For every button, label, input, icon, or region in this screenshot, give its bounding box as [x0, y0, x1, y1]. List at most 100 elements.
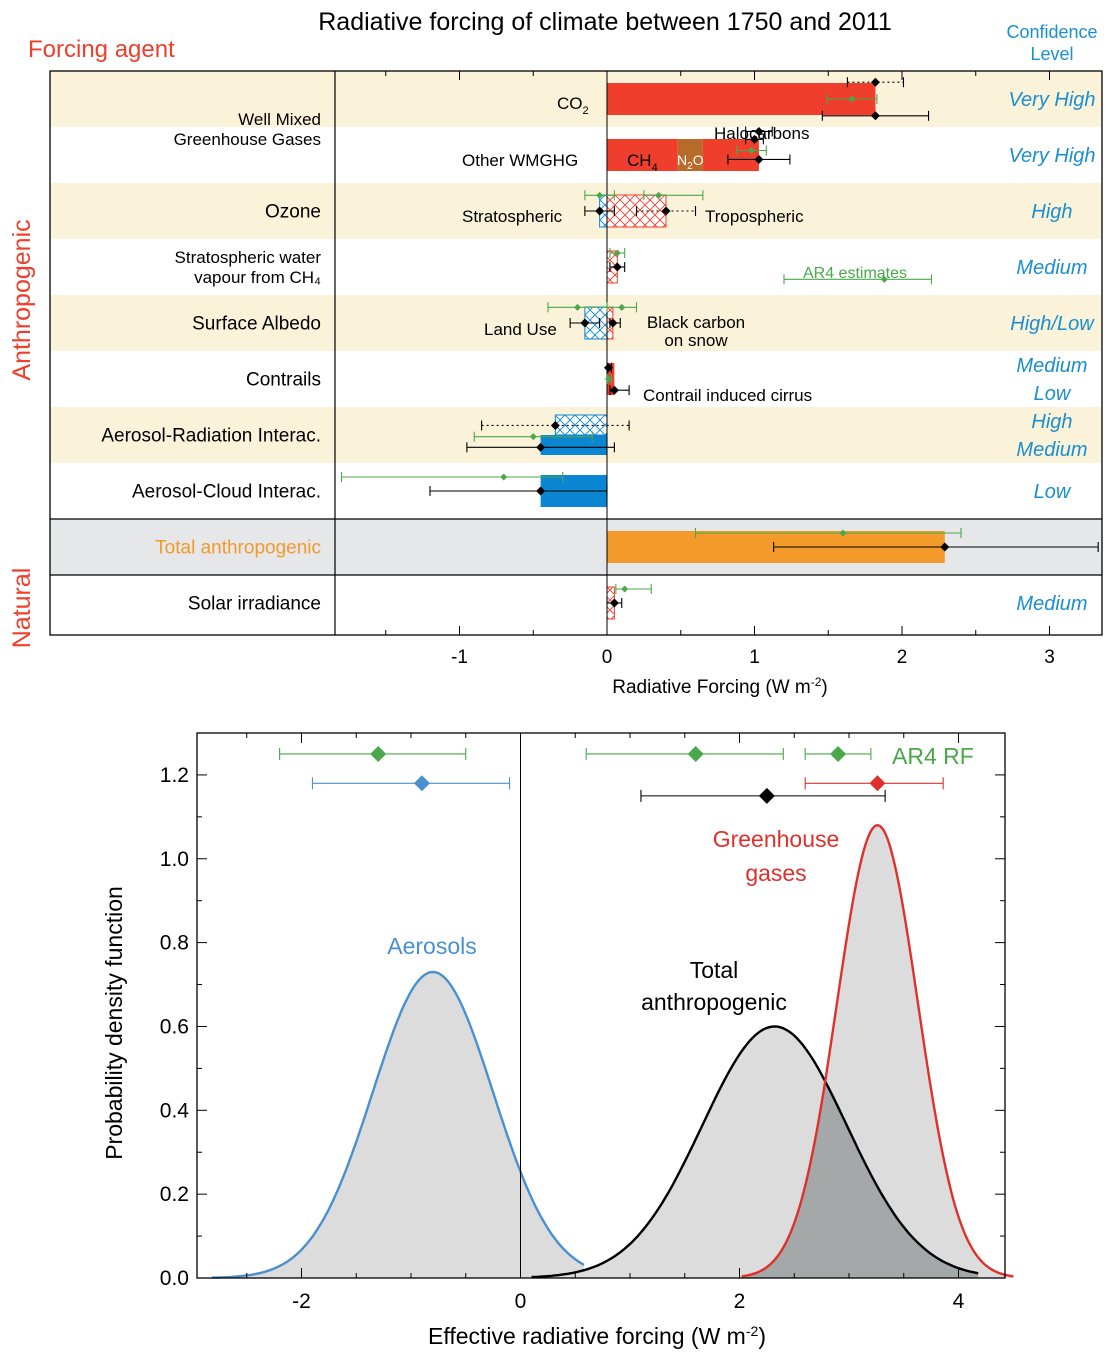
- error-bar-marker: [580, 318, 590, 328]
- row-label: Ozone: [265, 202, 321, 223]
- confidence-label: High: [1031, 201, 1072, 223]
- error-bar-marker: [839, 529, 847, 537]
- error-bar-marker: [621, 585, 629, 593]
- error-bar-marker: [940, 542, 950, 552]
- land-use-label: Land Use: [484, 320, 557, 339]
- natural-group-label: Natural: [8, 568, 36, 649]
- pdf-fills: [211, 825, 1014, 1278]
- confidence-label: Medium: [1016, 439, 1087, 461]
- x-tick-label: 0: [515, 1290, 527, 1313]
- x-tick-label: 3: [1044, 647, 1055, 668]
- y-tick-label: 0.4: [160, 1099, 190, 1122]
- error-bar-marker: [604, 375, 612, 383]
- bottom-frame: [196, 732, 1006, 1279]
- marker-diamond: [413, 775, 430, 792]
- marker-diamond: [687, 745, 704, 762]
- ch4-label: CH4: [627, 151, 658, 174]
- error-bar-marker: [870, 77, 880, 87]
- black-carbon-label-line2: on snow: [664, 331, 728, 350]
- error-bar-marker: [529, 433, 537, 441]
- tropospheric-label: Tropospheric: [705, 207, 804, 226]
- row-band: [50, 239, 1102, 295]
- top-frame: [49, 70, 1103, 636]
- row-band: [50, 71, 1102, 127]
- confidence-label: Very High: [1008, 145, 1095, 167]
- pdf-fill-greenhouse-gases: [741, 825, 1014, 1278]
- y-tick-label: 0.6: [160, 1015, 189, 1038]
- row-label: vapour from CH₄: [194, 268, 321, 287]
- pdf-lines: [211, 823, 1014, 1279]
- y-tick-label: 1.0: [160, 848, 189, 871]
- co2-label: CO2: [557, 94, 589, 117]
- ar4-legend-marker: [880, 275, 888, 283]
- confidence-header-line1: Confidence: [1006, 22, 1097, 42]
- n2o-label: N2O: [677, 152, 704, 172]
- error-bar-marker: [608, 318, 618, 328]
- confidence-header-line2: Level: [1030, 44, 1073, 64]
- ghg-series-label-line1: Greenhouse: [713, 826, 840, 852]
- confidence-label: Medium: [1016, 355, 1087, 377]
- bar-halocarbons: [702, 139, 759, 171]
- pdf-fill-aerosols: [211, 972, 584, 1278]
- error-bars: [340, 77, 1099, 608]
- y-tick-label: 0.2: [160, 1183, 189, 1206]
- confidence-label: Medium: [1016, 257, 1087, 279]
- forcing-bar-chart: Radiative forcing of climate between 175…: [8, 8, 1103, 698]
- top-axes: -1 0 1 2 3: [49, 70, 1103, 668]
- confidence-label: Low: [1034, 383, 1072, 405]
- bottom-axes: -2 0 2 4 0.0 0.2 0.4 0.6 0.8 1.0 1.2: [160, 732, 1006, 1313]
- black-carbon-label-line1: Black carbon: [647, 313, 745, 332]
- error-bar-marker: [536, 442, 546, 452]
- error-bar-marker: [848, 95, 856, 103]
- contrail-cirrus-label: Contrail induced cirrus: [643, 386, 812, 405]
- row-label: Solar irradiance: [188, 594, 321, 615]
- x-tick-label: -2: [292, 1290, 311, 1313]
- stratospheric-label: Stratospheric: [462, 207, 563, 226]
- top-x-axis-label: Radiative Forcing (W m-2): [612, 675, 828, 698]
- confidence-label: Low: [1034, 481, 1072, 503]
- halocarbons-label: Halocarbons: [714, 124, 809, 143]
- x-tick-label: 0: [602, 647, 613, 668]
- error-bar-marker: [750, 134, 759, 144]
- bottom-x-axis-label: Effective radiative forcing (W m-2): [428, 1323, 766, 1349]
- confidence-label: High: [1031, 411, 1072, 433]
- marker-diamond: [758, 787, 775, 804]
- x-tick-label: 1: [749, 647, 760, 668]
- marker-diamond: [370, 745, 387, 762]
- total-series-label-line1: Total: [690, 957, 739, 983]
- ghg-series-label-line2: gases: [745, 860, 806, 886]
- other-wmghg-label: Other WMGHG: [462, 151, 578, 170]
- row-band: [50, 127, 1102, 183]
- ar4-rf-label: AR4 RF: [892, 743, 974, 769]
- confidence-label: Very High: [1008, 89, 1095, 111]
- confidence-labels: Very High Very High High Medium High/Low Medi…: [1008, 89, 1095, 615]
- error-bar-marker: [612, 262, 622, 272]
- aerosols-series-label: Aerosols: [387, 933, 476, 959]
- error-bar-marker: [613, 249, 621, 257]
- total-series-label-line2: anthropogenic: [641, 989, 787, 1015]
- anthropogenic-group-label: Anthropogenic: [8, 219, 36, 380]
- row-label: Contrails: [246, 370, 321, 391]
- row-label: Aerosol-Radiation Interac.: [101, 426, 321, 447]
- error-bar-marker: [609, 385, 619, 395]
- error-bar-marker: [609, 598, 619, 608]
- error-bar-marker: [603, 363, 613, 373]
- y-tick-label: 0.8: [160, 932, 189, 955]
- error-bar-marker: [536, 486, 546, 496]
- row-label: Greenhouse Gases: [174, 130, 321, 149]
- error-bar-marker: [500, 473, 508, 481]
- bar-n-o: [677, 139, 703, 171]
- ar4-estimates-label: AR4 estimates: [803, 265, 907, 282]
- error-bar-marker: [655, 191, 663, 199]
- row-band: [50, 351, 1102, 407]
- error-bar-marker: [550, 420, 560, 430]
- row-label: Well Mixed: [238, 110, 321, 129]
- error-bar-marker: [661, 206, 671, 216]
- error-bar-marker: [595, 206, 605, 216]
- forcing-agent-header: Forcing agent: [28, 36, 175, 63]
- confidence-label: Medium: [1016, 593, 1087, 615]
- row-label: Surface Albedo: [192, 314, 321, 335]
- pdf-chart: -2 0 2 4 0.0 0.2 0.4 0.6 0.8 1.0 1.2 Aerosols Tota…: [101, 732, 1014, 1349]
